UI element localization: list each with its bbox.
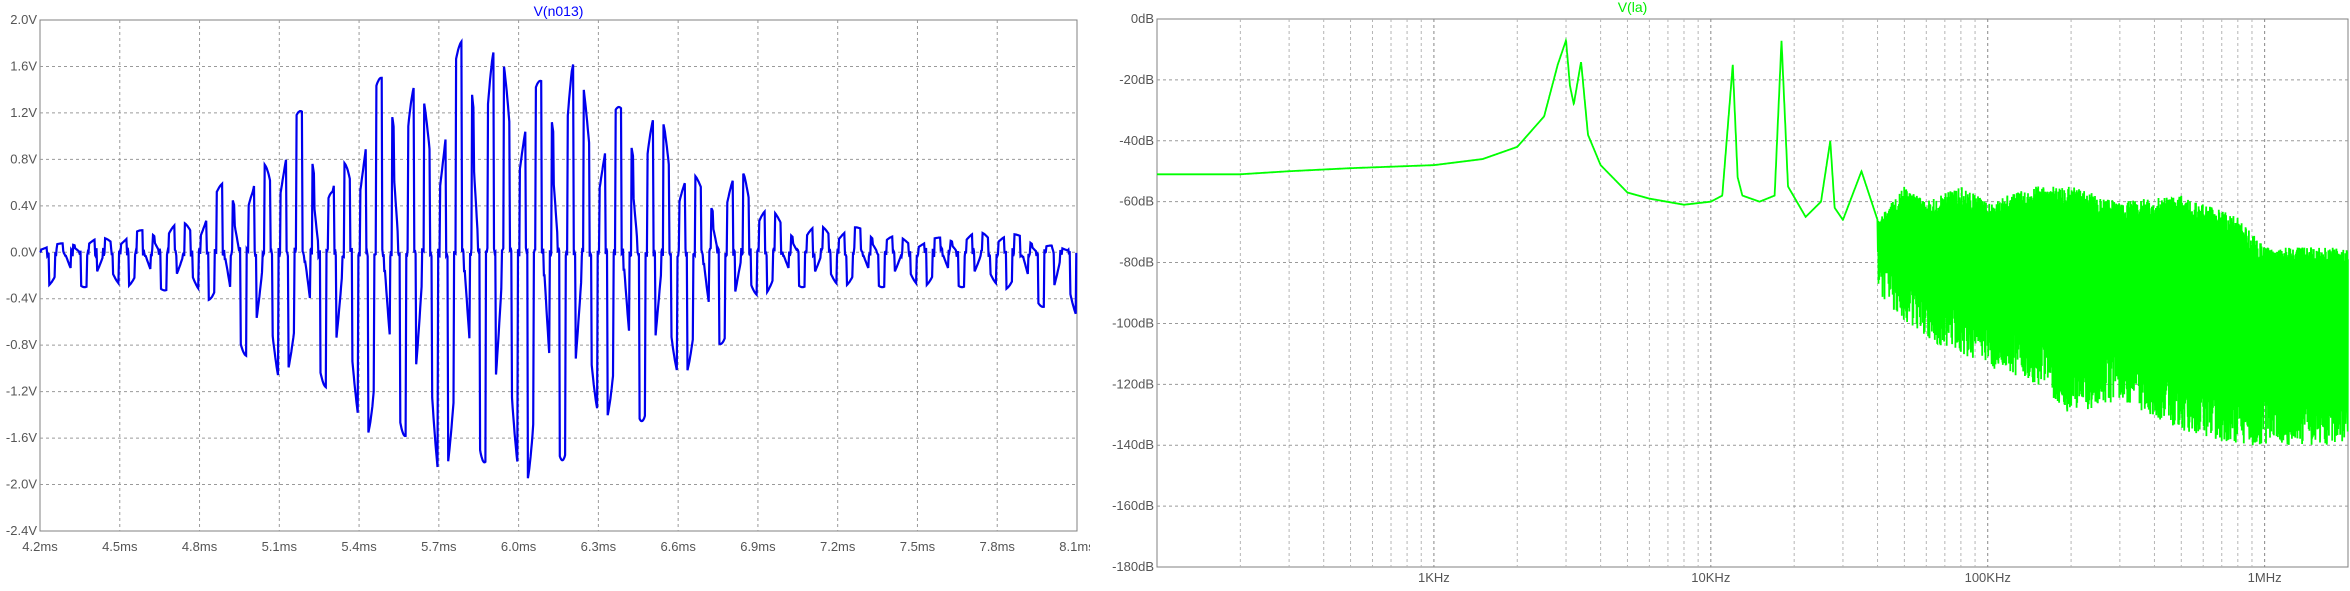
y-tick-label: -160dB	[1112, 498, 1154, 513]
y-tick-label: 0.8V	[10, 151, 37, 166]
y-tick-label: -1.2V	[6, 384, 37, 399]
y-tick-label: 0.0V	[10, 244, 37, 259]
fft-chart-panel: 1KHz 10KHz 100KHz 1MHz 0dB -20dB -40dB -60dB -80…	[1090, 0, 2350, 591]
y-tick-label: -1.6V	[6, 430, 37, 445]
x-tick-label: 4.2ms	[22, 539, 58, 554]
fft-chart: 1KHz 10KHz 100KHz 1MHz 0dB -20dB -40dB -60dB -80…	[1112, 0, 2349, 585]
x-tick-label: 4.5ms	[102, 539, 138, 554]
y-tick-label: 0dB	[1131, 11, 1154, 26]
x-tick-label: 5.4ms	[341, 539, 377, 554]
x-tick-label: 1MHz	[2248, 570, 2282, 585]
y-tick-label: -180dB	[1112, 559, 1154, 574]
y-tick-label: 1.2V	[10, 105, 37, 120]
chart-title: V(n013)	[534, 3, 584, 19]
y-tick-label: -100dB	[1112, 315, 1154, 330]
x-tick-label: 6.0ms	[501, 539, 537, 554]
x-tick-label: 1KHz	[1418, 570, 1450, 585]
x-tick-label: 7.5ms	[900, 539, 936, 554]
y-tick-label: -40dB	[1119, 133, 1154, 148]
x-tick-label: 5.7ms	[421, 539, 457, 554]
x-tick-label: 6.6ms	[660, 539, 696, 554]
y-tick-label: -0.8V	[6, 337, 37, 352]
y-tick-label: 2.0V	[10, 12, 37, 27]
y-tick-label: 0.4V	[10, 198, 37, 213]
x-tick-label: 6.3ms	[581, 539, 617, 554]
y-tick-label: -120dB	[1112, 376, 1154, 391]
transient-chart-panel: 4.2ms 4.5ms 4.8ms 5.1ms 5.4ms 5.7ms 6.0ms 6.3ms…	[0, 0, 1090, 591]
x-tick-label: 100KHz	[1965, 570, 2011, 585]
y-tick-label: -2.0V	[6, 477, 37, 492]
series-line-v-n013	[39, 38, 1078, 479]
x-tick-label: 4.8ms	[182, 539, 218, 554]
x-tick-label: 8.1ms	[1059, 539, 1090, 554]
transient-chart: 4.2ms 4.5ms 4.8ms 5.1ms 5.4ms 5.7ms 6.0ms 6.3ms…	[6, 3, 1090, 554]
y-tick-label: -20dB	[1119, 72, 1154, 87]
y-tick-label: -80dB	[1119, 255, 1154, 270]
y-tick-label: -0.4V	[6, 291, 37, 306]
y-tick-label: 1.6V	[10, 58, 37, 73]
chart-title: V(la)	[1618, 0, 1648, 15]
y-tick-label: -60dB	[1119, 194, 1154, 209]
x-tick-label: 5.1ms	[262, 539, 298, 554]
x-tick-label: 10KHz	[1691, 570, 1730, 585]
x-tick-label: 7.8ms	[980, 539, 1016, 554]
x-tick-label: 7.2ms	[820, 539, 856, 554]
x-tick-label: 6.9ms	[740, 539, 776, 554]
series-line-v-la	[1157, 37, 2349, 446]
y-tick-label: -2.4V	[6, 523, 37, 538]
y-tick-label: -140dB	[1112, 437, 1154, 452]
